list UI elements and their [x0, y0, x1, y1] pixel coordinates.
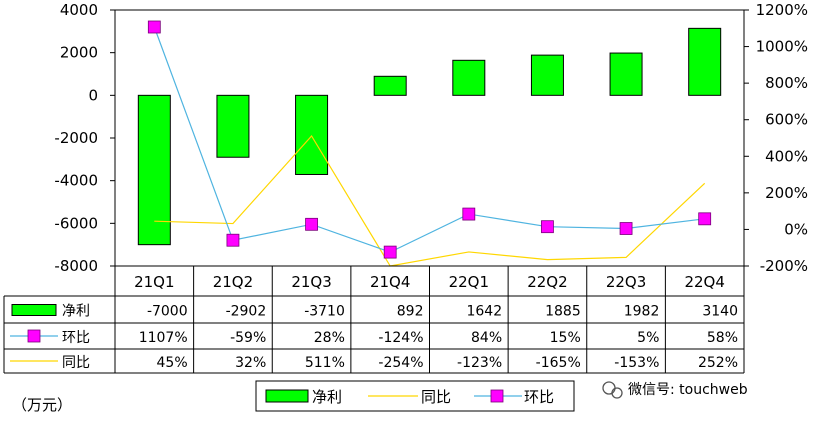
x-category-label: 22Q4 [684, 273, 724, 291]
x-category-label: 22Q2 [527, 273, 567, 291]
unit-label: （万元） [12, 396, 72, 414]
marker-qoq-21Q3 [305, 217, 318, 231]
table-cell: 45% [157, 355, 188, 371]
table-cell: -153% [614, 355, 659, 371]
series-line-qoq [153, 26, 705, 253]
x-category-label: 22Q3 [606, 273, 646, 291]
legend-label-yoy: 同比 [421, 388, 451, 406]
legend-key-qoq-marker [490, 389, 504, 403]
table-cell: 15% [550, 330, 581, 346]
x-category-label: 22Q1 [449, 273, 489, 291]
plot-area-border [114, 9, 745, 267]
right-axis-tick-label: 400% [765, 147, 808, 165]
table-cell: 5% [637, 330, 659, 346]
left-axis-tick-label: 0 [88, 86, 98, 104]
marker-qoq-22Q3 [619, 222, 633, 235]
left-axis-tick-label: 2000 [60, 44, 98, 62]
right-axis-tick-label: 1000% [756, 38, 808, 56]
series-line-yoy [154, 134, 706, 267]
table-cell: 58% [707, 330, 738, 346]
right-axis-tick-label: 800% [765, 74, 808, 92]
table-cell: 84% [471, 330, 502, 346]
table-cell: 28% [314, 330, 345, 346]
row-label: 环比 [62, 330, 90, 346]
table-cell: -59% [230, 330, 266, 346]
x-category-label: 21Q2 [213, 273, 253, 291]
right-axis-tick-label: 0% [784, 220, 808, 238]
left-axis-tick-label: -8000 [54, 257, 98, 275]
x-category-label: 21Q1 [134, 273, 174, 291]
legend-key-net-profit [265, 389, 309, 403]
left-axis-tick-label: -6000 [54, 214, 98, 232]
table-cell: -3710 [304, 304, 345, 320]
table-cell: 1982 [624, 304, 660, 320]
bar-net-profit-22Q1 [452, 59, 486, 96]
table-cell: 3140 [702, 304, 738, 320]
table-cell: -254% [378, 355, 423, 371]
right-axis-tick-label: 200% [765, 184, 808, 202]
bar-net-profit-21Q4 [373, 75, 407, 96]
table-cell: 1885 [545, 304, 581, 320]
bar-net-profit-22Q3 [609, 52, 643, 96]
legend-label-net-profit: 净利 [312, 388, 342, 406]
table-cell: 511% [305, 355, 345, 371]
bar-net-profit-21Q2 [216, 94, 250, 158]
bar-net-profit-21Q1 [137, 94, 171, 246]
bar-net-profit-21Q3 [295, 94, 329, 175]
watermark-text: 微信号: touchweb [628, 382, 748, 398]
left-axis-tick-label: 4000 [60, 1, 98, 19]
marker-qoq-21Q4 [383, 245, 397, 259]
right-axis-tick-label: 1200% [756, 1, 808, 19]
wechat-bubble-large [602, 381, 616, 395]
left-axis-tick-label: -4000 [54, 172, 98, 190]
row-label: 同比 [62, 355, 90, 371]
x-category-label: 21Q4 [370, 273, 410, 291]
wechat-bubble-small [611, 387, 623, 399]
table-cell: -124% [378, 330, 423, 346]
marker-qoq-22Q1 [462, 207, 476, 221]
x-category-label: 21Q3 [291, 273, 331, 291]
bar-net-profit-22Q2 [530, 54, 564, 96]
table-cell: 892 [397, 304, 424, 320]
marker-qoq-21Q2 [226, 233, 240, 247]
table-cell: -2902 [226, 304, 267, 320]
bar-net-profit-22Q4 [688, 27, 722, 96]
table-cell: 1107% [139, 330, 188, 346]
table-cell: 32% [235, 355, 266, 371]
table-cell: 252% [698, 355, 738, 371]
right-axis-tick-label: -200% [760, 257, 808, 275]
table-cell: -165% [536, 355, 581, 371]
marker-qoq-22Q2 [541, 220, 554, 234]
marker-qoq-21Q1 [147, 20, 161, 34]
table-cell: -7000 [147, 304, 188, 320]
left-axis-tick-label: -2000 [54, 129, 98, 147]
row-label: 净利 [62, 304, 90, 320]
right-axis-tick-label: 600% [765, 111, 808, 129]
row-key-qoq-marker [27, 329, 41, 343]
legend-label-qoq: 环比 [524, 388, 554, 406]
table-cell: 1642 [466, 304, 502, 320]
table-cell: -123% [457, 355, 502, 371]
row-key-net-profit [11, 304, 57, 316]
marker-qoq-22Q4 [698, 212, 712, 226]
wechat-icon [602, 381, 623, 399]
